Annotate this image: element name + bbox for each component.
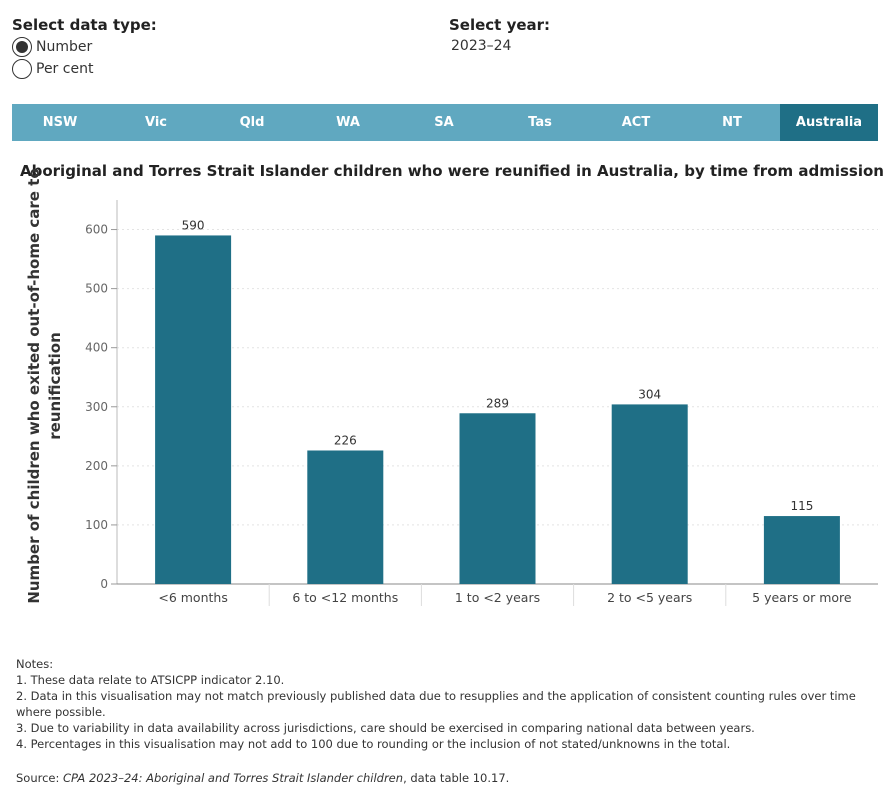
tab-act[interactable]: ACT [621,115,651,130]
x-category-label: 2 to <5 years [607,590,692,605]
tab-wa[interactable]: WA [336,115,360,130]
source-prefix: Source: [16,771,64,785]
data-type-title: Select data type: [12,16,157,34]
radio-per-cent-circle[interactable] [12,59,32,79]
bar[interactable] [155,235,232,584]
y-tick-label: 200 [85,459,108,473]
notes: Notes: 1. These data relate to ATSICPP i… [16,656,876,752]
source-suffix: , data table 10.17. [403,771,510,785]
bar[interactable] [307,450,384,584]
note-3: 3. Due to variability in data availabili… [16,721,755,735]
radio-selected-dot [16,41,28,53]
bar[interactable] [763,516,840,584]
y-tick-label: 400 [85,341,108,355]
bar[interactable] [459,413,536,584]
y-tick-label: 100 [85,518,108,532]
y-axis-ticks: 0 100 200 300 400 500 600 [85,223,117,591]
radio-per-cent-label: Per cent [36,61,94,77]
y-axis-label-line-2: reunification [46,332,64,440]
notes-heading: Notes: [16,657,54,671]
radio-number-label: Number [36,39,93,55]
x-axis-categories: <6 months 6 to <12 months 1 to <2 years 2 t… [158,584,852,606]
year-select[interactable]: 2023–24 [451,38,512,54]
tab-tas[interactable]: Tas [528,115,552,130]
tab-australia[interactable]: Australia [780,104,878,141]
bar-value-label: 304 [638,387,661,401]
radio-per-cent[interactable]: Per cent [12,59,93,79]
tab-nt[interactable]: NT [722,115,742,130]
bar-value-label: 289 [486,396,509,410]
x-category-label: 6 to <12 months [292,590,398,605]
bars [155,235,840,584]
data-labels: 590 226 289 304 115 [182,218,814,513]
y-tick-label: 600 [85,223,108,237]
x-category-label: 5 years or more [752,590,852,605]
bar[interactable] [611,404,688,584]
bar-value-label: 226 [334,433,357,447]
bar-value-label: 590 [182,218,205,232]
tab-nsw[interactable]: NSW [42,115,78,130]
jurisdiction-tabs: NSW Vic Qld WA SA Tas ACT NT Australia [12,104,878,141]
y-tick-label: 0 [100,577,108,591]
y-tick-label: 300 [85,400,108,414]
x-category-label: 1 to <2 years [455,590,540,605]
year-title: Select year: [449,16,551,34]
tab-qld[interactable]: Qld [239,115,265,130]
radio-number-circle[interactable] [12,37,32,57]
source-title[interactable]: CPA 2023–24: Aboriginal and Torres Strai… [63,771,404,785]
note-2: 2. Data in this visualisation may not ma… [16,689,856,719]
tab-vic[interactable]: Vic [145,115,167,130]
x-category-label: <6 months [158,590,227,605]
y-tick-label: 500 [85,282,108,296]
radio-number[interactable]: Number [12,37,92,57]
chart-title: Aboriginal and Torres Strait Islander ch… [20,162,884,180]
y-axis-label-line-1: Number of children who exited out-of-hom… [25,168,43,603]
source: Source: CPA 2023–24: Aboriginal and Torr… [16,771,509,785]
bar-chart: 0 100 200 300 400 500 600 590 226 289 304 115 <6 m… [25,168,878,606]
bar-value-label: 115 [790,499,813,513]
tab-sa[interactable]: SA [434,115,454,130]
note-1: 1. These data relate to ATSICPP indicato… [16,673,285,687]
note-4: 4. Percentages in this visualisation may… [16,737,731,751]
